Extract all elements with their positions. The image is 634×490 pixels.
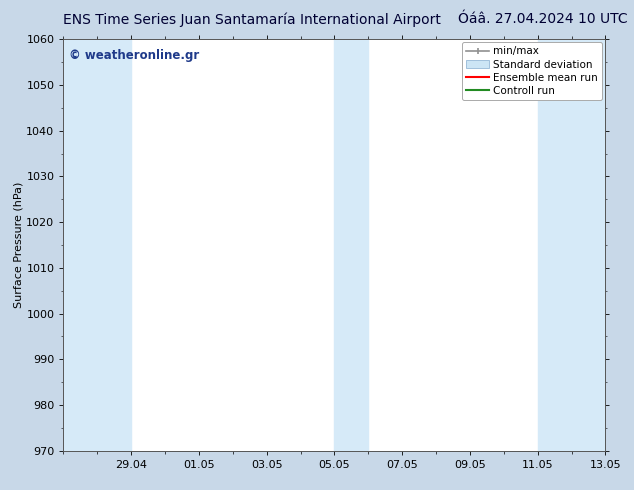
Text: ENS Time Series Juan Santamaría International Airport: ENS Time Series Juan Santamaría Internat… bbox=[63, 12, 441, 27]
Bar bbox=[63, 39, 131, 451]
Y-axis label: Surface Pressure (hPa): Surface Pressure (hPa) bbox=[13, 182, 23, 308]
Text: © weatheronline.gr: © weatheronline.gr bbox=[69, 49, 199, 63]
Text: Óáâ. 27.04.2024 10 UTC: Óáâ. 27.04.2024 10 UTC bbox=[458, 12, 628, 26]
Bar bbox=[538, 39, 605, 451]
Bar bbox=[335, 39, 368, 451]
Legend: min/max, Standard deviation, Ensemble mean run, Controll run: min/max, Standard deviation, Ensemble me… bbox=[462, 42, 602, 100]
